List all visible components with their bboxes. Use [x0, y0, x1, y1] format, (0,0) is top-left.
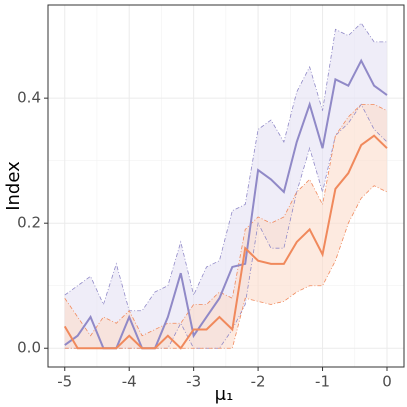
x-axis-label: μ₁	[215, 384, 234, 405]
x-tick-label: -3	[186, 373, 201, 391]
panel-border	[47, 4, 405, 368]
band-edge	[64, 185, 388, 349]
series-line	[63, 134, 388, 350]
band-edge	[64, 22, 387, 312]
y-axis-label: Index	[3, 161, 24, 211]
x-tick-label: 0	[382, 373, 392, 391]
x-tick-label: -2	[251, 373, 266, 391]
y-tick-label: 0.2	[17, 214, 41, 232]
series-line	[64, 58, 388, 350]
y-tick-label: 0.0	[17, 339, 41, 357]
band-edge	[64, 104, 388, 337]
x-tick-label: -5	[57, 373, 72, 391]
confidence-band	[64, 23, 387, 349]
x-tick-label: -1	[315, 373, 330, 391]
y-tick-label: 0.4	[17, 89, 41, 107]
plot-area	[47, 4, 405, 368]
x-tick-label: -4	[122, 373, 137, 391]
